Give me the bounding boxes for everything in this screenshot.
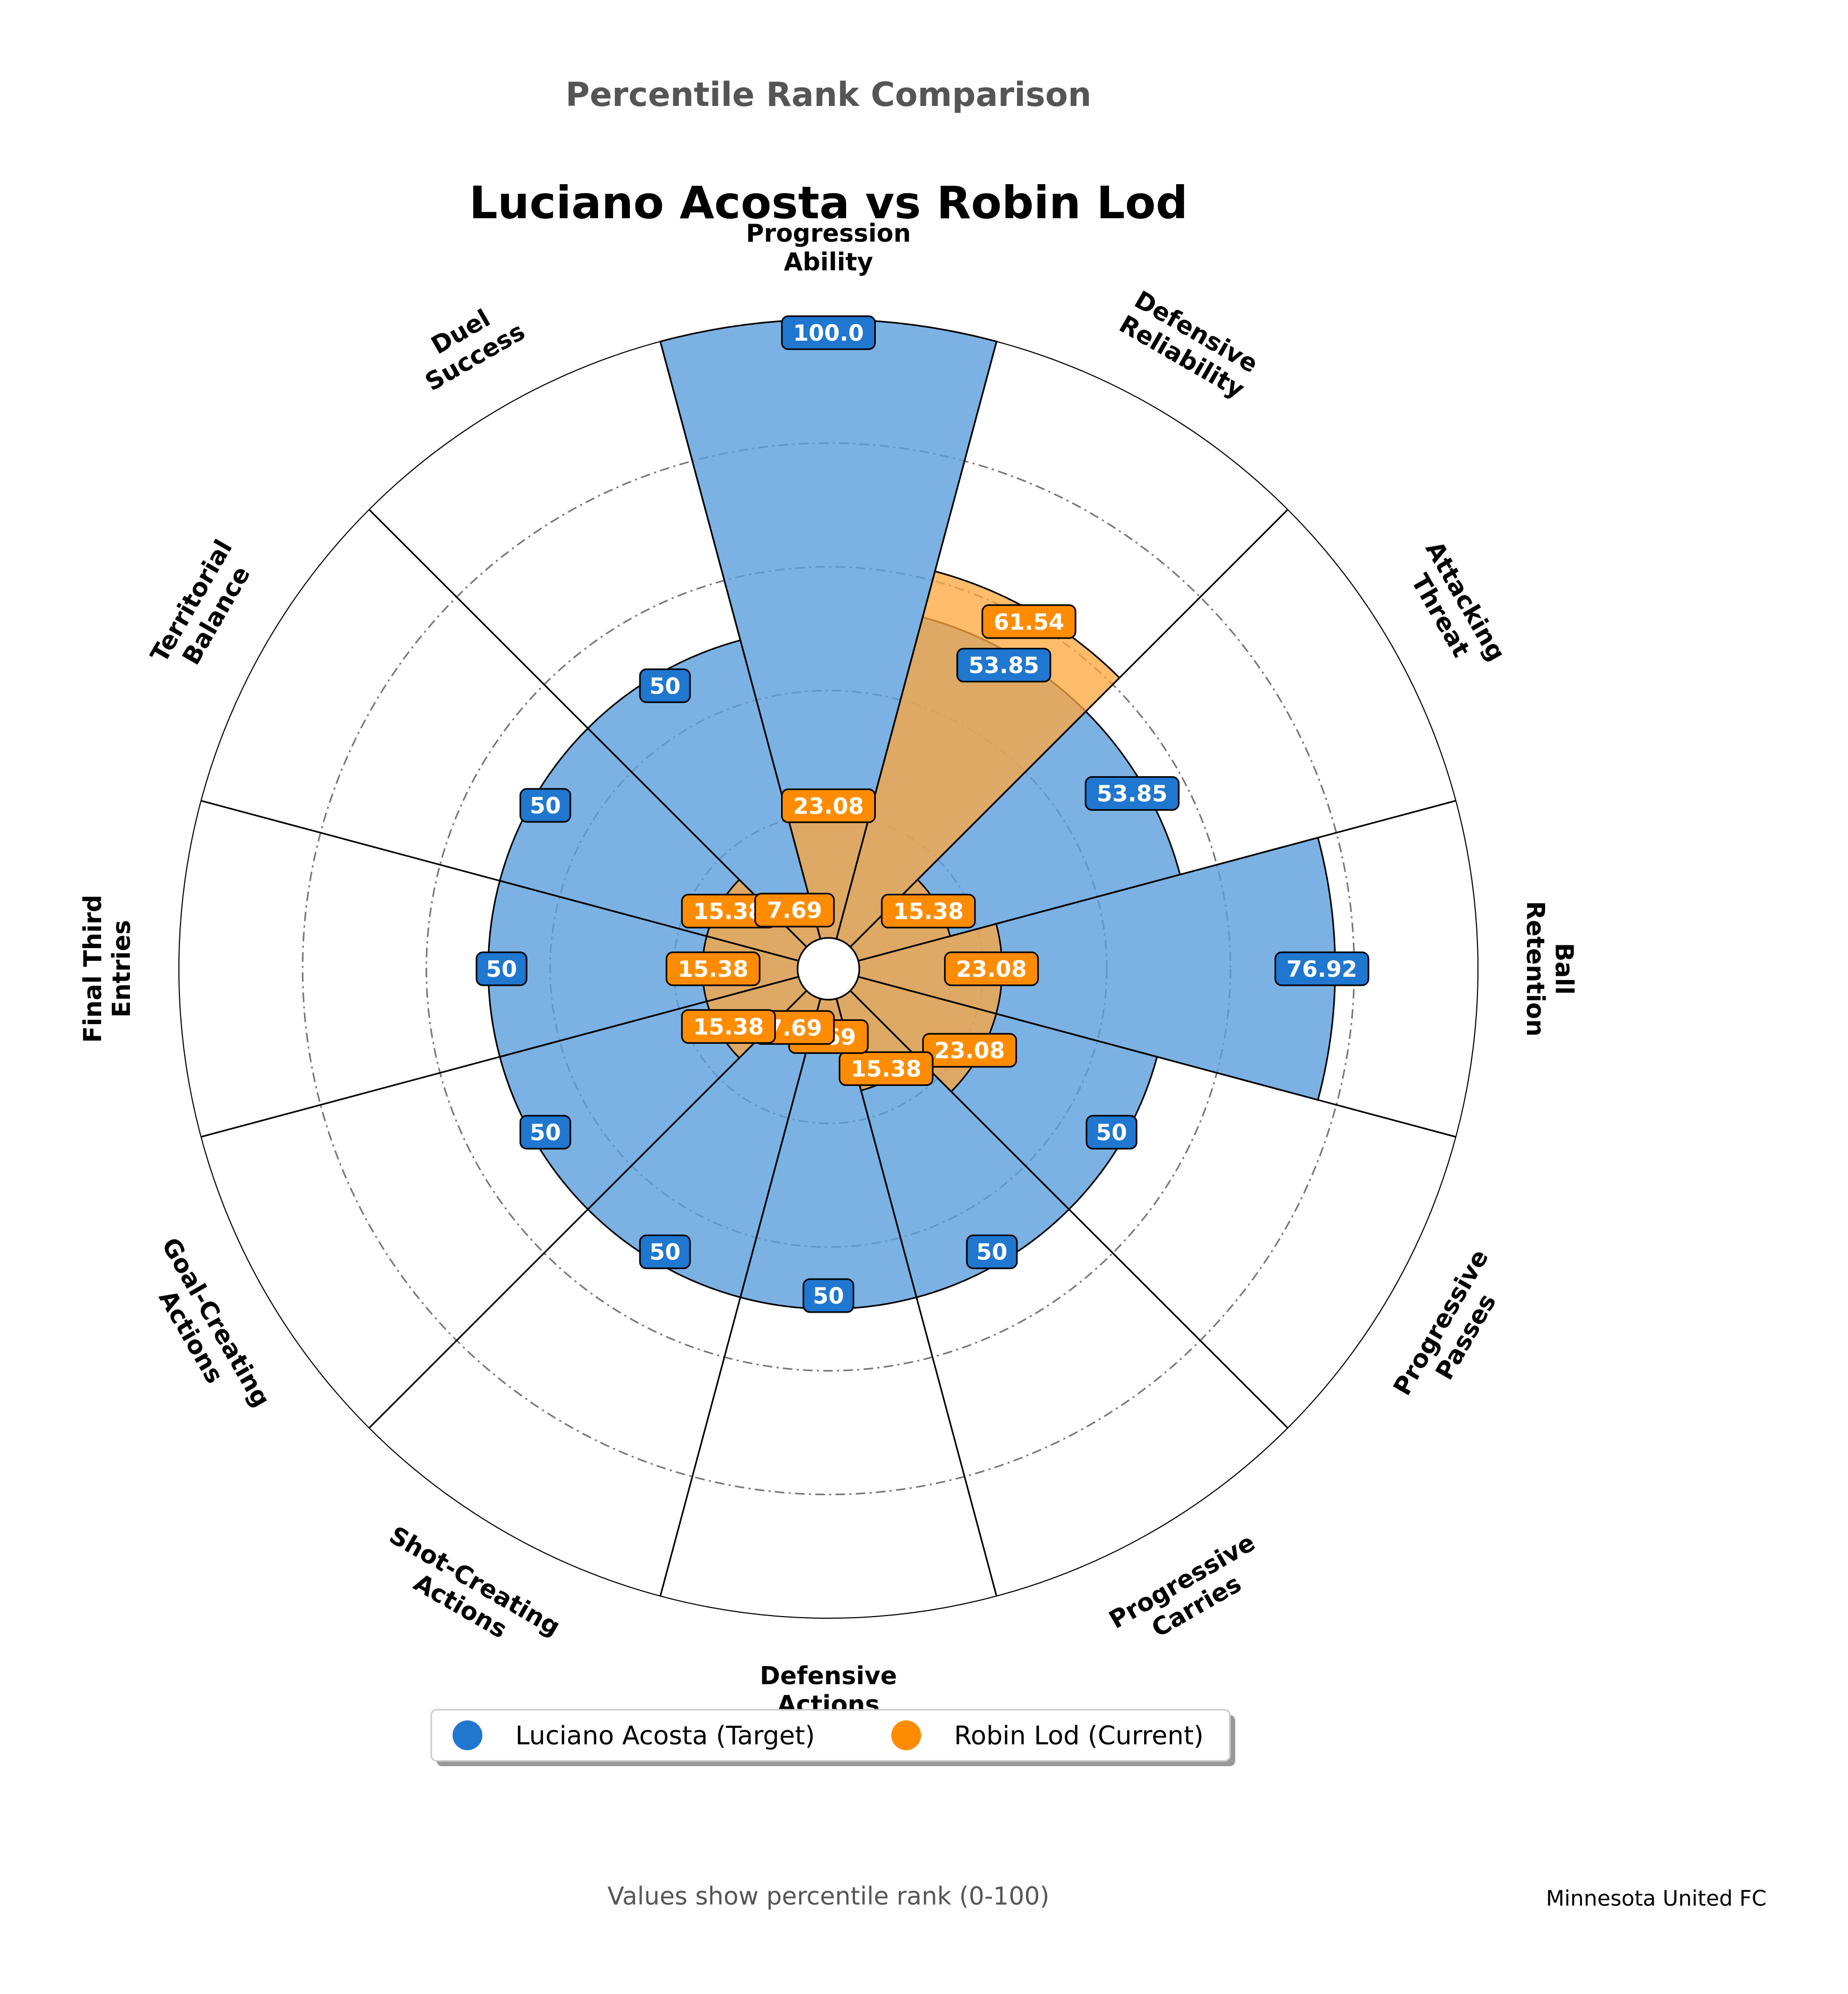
value-label: 23.08	[956, 956, 1027, 982]
value-label: 7.69	[767, 897, 823, 924]
value-label: 50	[813, 1283, 844, 1309]
legend-label-current: Robin Lod (Current)	[954, 1721, 1204, 1751]
value-label: 53.85	[1097, 781, 1168, 807]
value-badge	[956, 648, 1052, 683]
legend-box	[430, 1709, 1231, 1762]
spoke-line	[849, 509, 1288, 948]
value-badge	[981, 604, 1077, 639]
value-label: 15.38	[851, 1056, 922, 1082]
axis-label-10: TerritorialBalance	[145, 534, 263, 681]
value-badge	[475, 951, 528, 986]
chart-title: Luciano Acosta vs Robin Lod	[469, 177, 1188, 229]
value-labels: 100.0 53.85 53.85 76.92 50 50 50 50 50 50 50 50 23.0…	[475, 315, 1369, 1313]
team-label: Minnesota United FC	[1546, 1886, 1767, 1911]
legend-marker-target	[453, 1720, 482, 1750]
axis-label-3: BallRetention	[1521, 901, 1579, 1037]
legend-label-target: Luciano Acosta (Target)	[515, 1721, 815, 1751]
value-label: 50	[976, 1239, 1007, 1265]
value-label: 15.38	[693, 1014, 764, 1040]
value-badge	[666, 951, 761, 986]
value-label: 100.0	[793, 320, 864, 346]
spoke-line	[659, 341, 822, 940]
value-badge	[639, 668, 691, 703]
value-label: 76.92	[1286, 956, 1357, 982]
axis-label-2: AttackingThreat	[1395, 536, 1511, 680]
spoke-line	[858, 976, 1456, 1138]
axis-label-8: Goal-CreatingActions	[131, 1233, 276, 1427]
value-badge	[944, 951, 1039, 986]
value-badge	[639, 1234, 691, 1270]
value-label: 50	[486, 956, 517, 982]
value-label: 15.38	[693, 899, 764, 925]
value-badge	[839, 1051, 934, 1086]
axis-label-5: ProgressiveCarries	[1104, 1528, 1274, 1659]
value-badge	[781, 315, 876, 350]
footer-note: Values show percentile rank (0-100)	[607, 1882, 1049, 1910]
axis-label-0: Progression Ability	[746, 219, 911, 276]
value-badge	[922, 1033, 1017, 1068]
value-label: 15.38	[678, 956, 749, 982]
value-badge	[1274, 951, 1369, 986]
value-badge	[1086, 1115, 1138, 1150]
legend: Luciano Acosta (Target) Robin Lod (Curre…	[430, 1709, 1235, 1766]
value-label: 61.54	[993, 609, 1064, 635]
legend-marker-current	[891, 1720, 921, 1750]
axis-label-7: Shot-CreatingActions	[370, 1521, 565, 1667]
value-badge	[802, 1278, 855, 1313]
spoke-line	[368, 990, 808, 1429]
value-badge	[754, 893, 835, 928]
value-label: 53.85	[968, 653, 1039, 679]
value-label: 50	[530, 793, 561, 819]
value-label: 23.08	[793, 793, 864, 819]
value-label: 50	[650, 673, 680, 699]
center-hole	[796, 937, 860, 1001]
chart-suptitle: Percentile Rank Comparison	[565, 75, 1091, 114]
spoke-line	[201, 976, 799, 1138]
value-badge	[966, 1234, 1018, 1270]
spoke-line	[368, 509, 808, 948]
value-label: 15.38	[893, 899, 964, 925]
axis-label-9: Final ThirdEntries	[78, 895, 136, 1043]
spoke-line	[858, 800, 1456, 962]
value-label: 50	[650, 1239, 680, 1265]
value-label: 23.08	[934, 1037, 1005, 1064]
axis-label-4: ProgressivePasses	[1387, 1245, 1519, 1414]
value-badge	[781, 788, 876, 823]
spoke-line	[659, 998, 822, 1596]
value-badge	[881, 894, 976, 929]
value-label: 7.69	[767, 1015, 823, 1041]
value-badge	[519, 788, 571, 823]
spoke-line	[835, 998, 998, 1596]
spoke-line	[835, 341, 998, 940]
axis-label-1: DefensiveReliability	[1114, 284, 1263, 403]
value-badge	[1085, 776, 1180, 811]
value-badge	[519, 1115, 571, 1150]
value-label: 50	[1096, 1119, 1127, 1146]
spoke-line	[201, 800, 799, 962]
axis-label-11: DuelSuccess	[406, 292, 530, 397]
value-badge	[681, 1009, 776, 1044]
value-label: 50	[530, 1119, 561, 1146]
